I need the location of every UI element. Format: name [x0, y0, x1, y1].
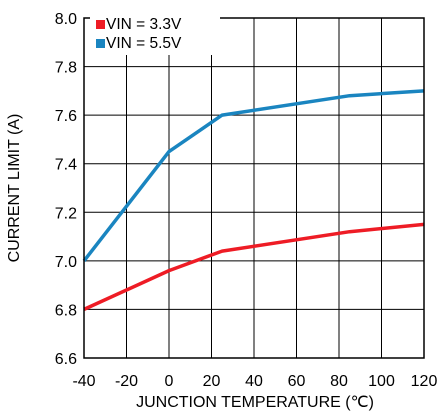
x-tick-label: -20 [115, 373, 138, 390]
y-tick-label: 7.6 [55, 108, 77, 125]
x-tick-label: 120 [411, 373, 438, 390]
x-axis-label: JUNCTION TEMPERATURE (℃) [136, 394, 374, 411]
y-tick-label: 7.2 [55, 205, 77, 222]
x-tick-label: -40 [72, 373, 95, 390]
y-tick-label: 7.0 [55, 254, 77, 271]
series-line-1 [82, 89, 425, 262]
x-tick-label: 0 [165, 373, 174, 390]
x-tick-label: 60 [288, 373, 306, 390]
legend-label-vin-5v5: VIN = 5.5V [106, 35, 182, 52]
series-line-0 [83, 222, 425, 311]
series-lines [82, 89, 425, 311]
y-tick-label: 6.6 [55, 351, 77, 368]
x-tick-label: 80 [330, 373, 348, 390]
y-tick-labels: 6.6 6.8 7.0 7.2 7.4 7.6 7.8 8.0 [55, 11, 77, 368]
legend-background [90, 10, 220, 55]
grid-lines [83, 17, 425, 359]
legend: VIN = 3.3V VIN = 5.5V [90, 10, 220, 55]
legend-label-vin-3v3: VIN = 3.3V [106, 16, 182, 33]
x-tick-label: 100 [368, 373, 395, 390]
x-tick-label: 20 [203, 373, 221, 390]
y-tick-label: 6.8 [55, 302, 77, 319]
y-axis-label: CURRENT LIMIT (A) [6, 114, 23, 263]
legend-swatch-vin-3v3 [96, 20, 105, 29]
y-tick-label: 7.4 [55, 157, 77, 174]
legend-swatch-vin-5v5 [96, 39, 105, 48]
x-tick-label: 40 [245, 373, 263, 390]
plot-frame [83, 17, 425, 359]
x-tick-labels: -40 -20 0 20 40 60 80 100 120 [72, 373, 437, 390]
y-tick-label: 8.0 [55, 11, 77, 28]
y-tick-label: 7.8 [55, 60, 77, 77]
